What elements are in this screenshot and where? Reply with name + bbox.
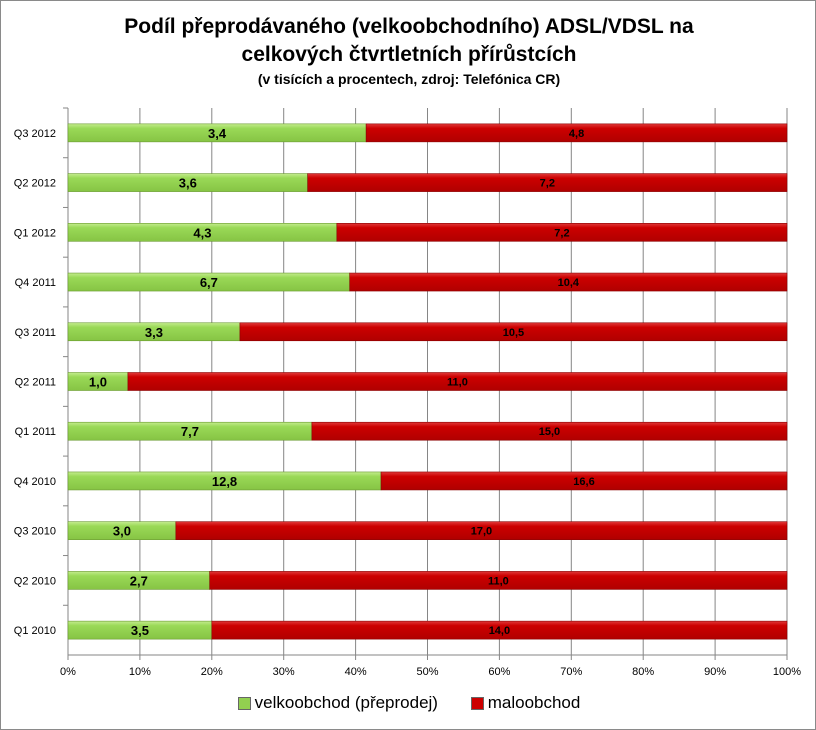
data-label-maloobchod: 15,0 [539,426,560,438]
data-label-velkoobchod: 3,5 [131,623,149,638]
data-label-velkoobchod: 12,8 [212,474,237,489]
data-label-maloobchod: 10,5 [503,327,524,339]
x-tick-label: 90% [704,666,726,678]
bar-maloobchod [336,223,788,242]
bar-maloobchod [175,521,788,540]
y-tick-label: Q1 2010 [14,625,56,637]
x-tick-label: 100% [773,666,801,678]
data-label-maloobchod: 14,0 [489,625,510,637]
y-tick-label: Q1 2012 [14,227,56,239]
x-tick-label: 60% [488,666,510,678]
y-tick-label: Q4 2010 [14,476,56,488]
y-tick-label: Q3 2011 [15,327,56,339]
x-tick-label: 0% [60,666,76,678]
data-label-velkoobchod: 3,0 [113,524,131,539]
data-label-velkoobchod: 2,7 [130,573,148,588]
chart-title-line2: celkových čtvrtletních přírůstcích [241,43,577,66]
chart-title: Podíl přeprodávaného (velkoobchodního) A… [124,15,694,38]
bar-maloobchod [239,322,788,342]
y-tick-label: Q3 2010 [14,526,56,538]
legend-label: velkoobchod (přeprodej) [254,693,438,712]
data-label-maloobchod: 11,0 [488,575,509,587]
x-tick-label: 20% [201,666,223,678]
data-label-velkoobchod: 7,7 [181,424,199,439]
bar-maloobchod [209,571,788,590]
y-tick-label: Q3 2012 [14,128,56,140]
bar-maloobchod [365,123,788,143]
data-label-maloobchod: 16,6 [573,476,594,488]
bar-maloobchod [349,272,788,292]
y-tick-label: Q2 2010 [14,575,56,587]
x-tick-label: 40% [345,666,367,678]
bar-maloobchod [211,620,788,640]
y-tick-label: Q2 2011 [15,377,56,389]
y-tick-label: Q2 2012 [14,178,56,190]
bar-maloobchod [311,421,788,441]
legend: velkoobchod (přeprodej) maloobchod [1,693,815,715]
legend-swatch-green [237,696,251,710]
data-label-velkoobchod: 6,7 [200,275,218,290]
legend-item-velkoobchod: velkoobchod (přeprodej) [237,693,438,713]
bar-maloobchod [380,471,788,491]
y-tick-label: Q1 2011 [15,426,56,438]
legend-label: maloobchod [487,693,581,712]
data-label-maloobchod: 10,4 [558,277,580,289]
x-tick-label: 50% [416,666,438,678]
chart-subtitle: (v tisících a procentech, zdroj: Telefón… [257,71,561,87]
x-tick-label: 10% [129,666,151,678]
data-label-velkoobchod: 4,3 [193,225,211,240]
data-label-maloobchod: 7,2 [554,227,569,239]
x-tick-label: 30% [273,666,295,678]
data-label-velkoobchod: 3,6 [179,176,197,191]
bar-maloobchod [127,372,788,391]
data-label-maloobchod: 17,0 [471,526,492,538]
legend-swatch-red [470,696,484,710]
legend-item-maloobchod: maloobchod [470,693,581,713]
data-label-maloobchod: 7,2 [540,178,555,190]
data-label-velkoobchod: 3,4 [208,126,227,141]
y-tick-label: Q4 2011 [15,277,56,289]
x-tick-label: 80% [632,666,654,678]
data-label-velkoobchod: 1,0 [89,375,107,390]
data-label-maloobchod: 4,8 [569,128,584,140]
bar-maloobchod [307,173,788,192]
data-label-maloobchod: 11,0 [447,377,468,389]
x-tick-label: 70% [560,666,582,678]
data-label-velkoobchod: 3,3 [145,325,163,340]
